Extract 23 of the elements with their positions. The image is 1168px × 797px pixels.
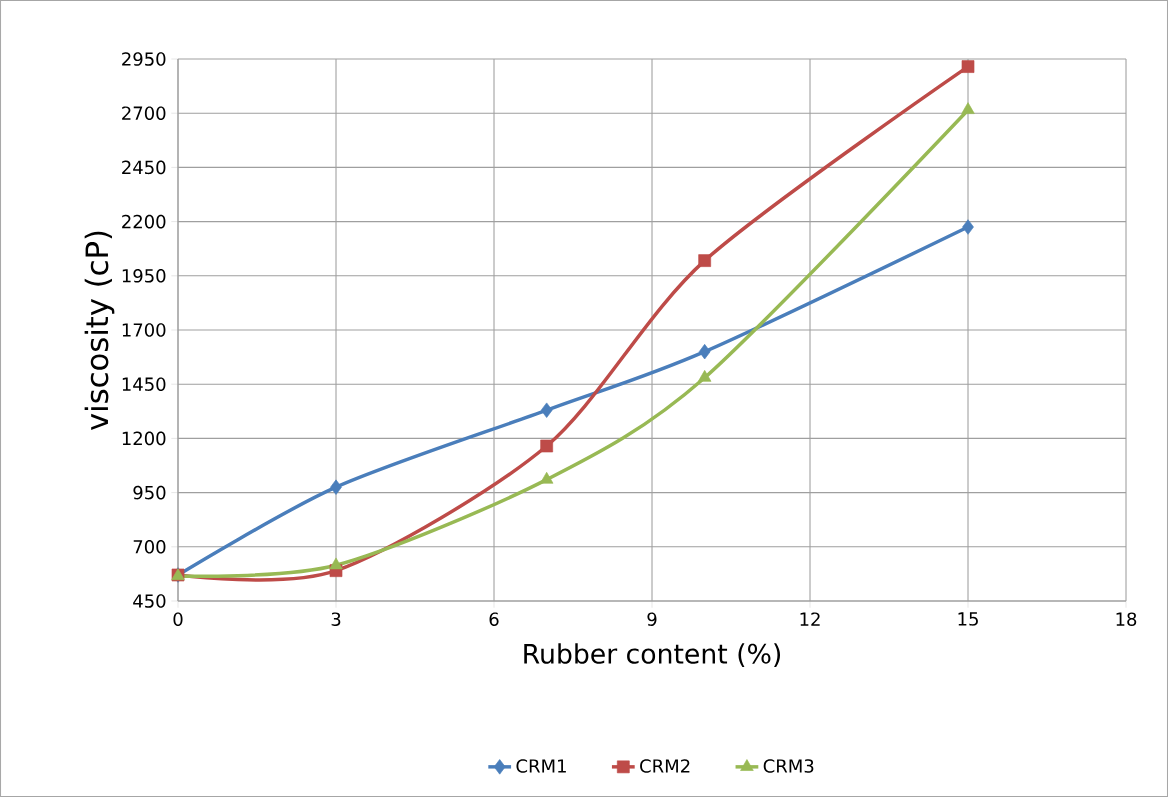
y-tick-label: 1700 [122, 323, 166, 337]
legend-label: CRM1 [516, 759, 566, 773]
y-tick-label: 1450 [122, 377, 166, 391]
x-tick-label: 6 [489, 612, 499, 626]
x-tick-label: 9 [647, 612, 657, 626]
x-axis-title: Rubber content (%) [524, 643, 781, 667]
y-tick-label: 1950 [122, 268, 166, 283]
y-tick-label: 1200 [122, 431, 166, 446]
x-tick-label: 0 [173, 612, 183, 626]
y-tick-label: 2200 [122, 214, 166, 229]
x-tick-label: 15 [958, 612, 978, 626]
y-tick-label: 700 [133, 539, 166, 554]
y-tick-label: 2700 [122, 106, 166, 120]
x-tick-label: 18 [1116, 612, 1137, 626]
legend-label: CRM2 [640, 759, 690, 773]
y-tick-label: 2950 [122, 52, 166, 66]
y-axis-title: viscosity (cP) [84, 231, 115, 431]
y-tick-label: 2450 [122, 160, 166, 175]
y-tick-label: 950 [133, 485, 166, 500]
x-tick-label: 12 [800, 612, 820, 626]
y-tick-label: 450 [133, 594, 166, 608]
x-tick-label: 3 [331, 612, 341, 626]
legend-label: CRM3 [763, 759, 814, 773]
